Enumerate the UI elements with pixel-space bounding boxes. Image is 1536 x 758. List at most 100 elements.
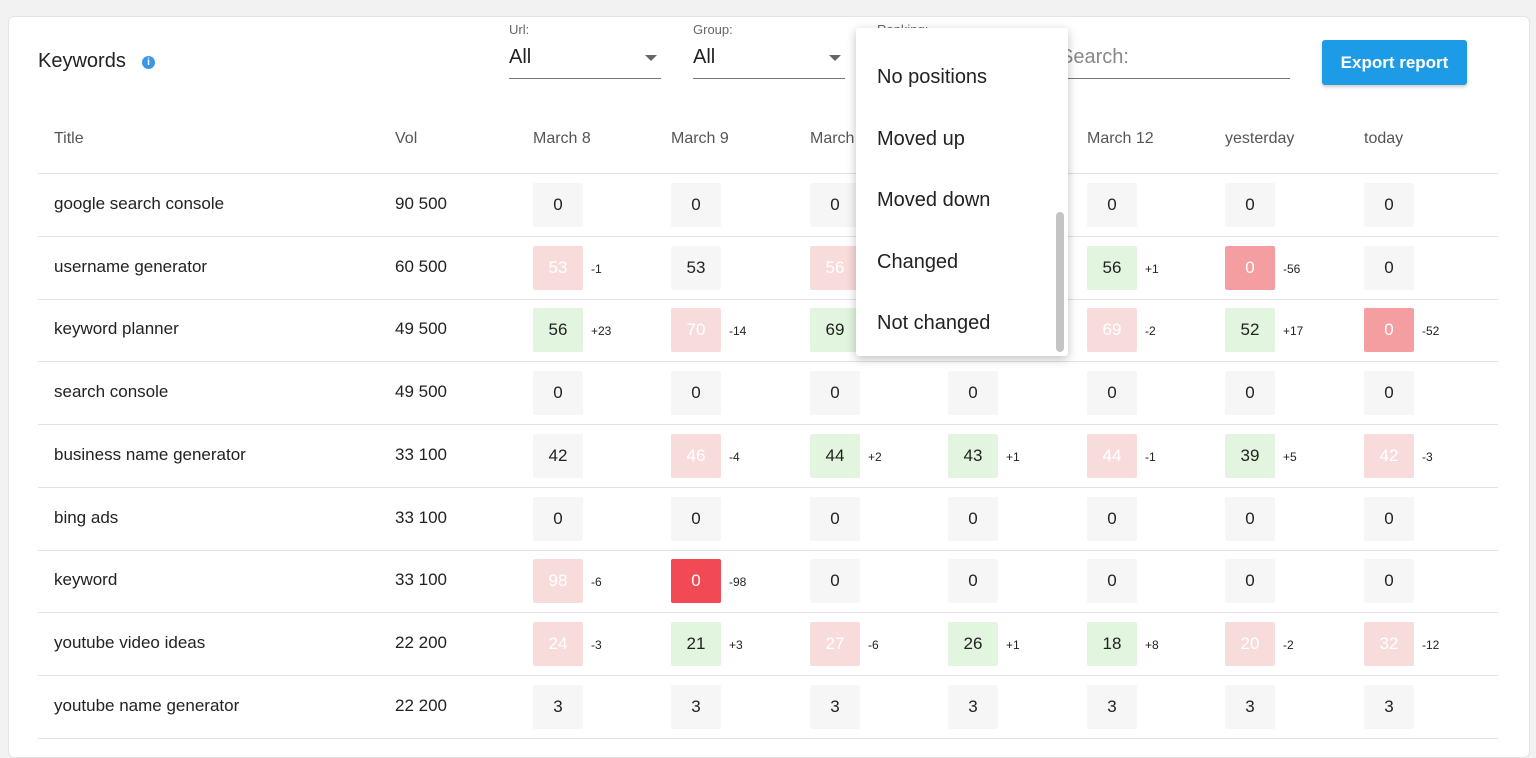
dropdown-option[interactable]: Moved down [877,189,991,211]
row-divider [38,737,1498,739]
keyword-title: keyword [54,570,118,590]
position-cell: 0 [810,183,860,227]
keyword-title: google search console [54,194,225,213]
position-change: +23 [591,324,612,339]
keyword-volume: 60 500 [395,256,447,276]
position-cell: 53 [671,245,721,290]
filter-value[interactable]: All [693,46,716,68]
dropdown-arrow [645,55,657,61]
position-cell: 0 [810,559,860,604]
position-change: +1 [1006,637,1020,652]
keyword-volume: 33 100 [395,507,447,527]
position-cell: 0 [1087,559,1137,604]
dropdown-option[interactable]: Changed [877,250,959,273]
position-cell: 27 [810,621,860,666]
keyword-volume: 49 500 [395,319,447,339]
row-divider [38,236,1498,237]
dropdown-option[interactable]: Not changed [877,312,991,334]
filter-underline [693,78,845,79]
keyword-volume: 90 500 [395,194,447,213]
position-cell: 42 [1364,433,1414,478]
filter-label: Group: [693,22,733,37]
page: Keywords i Url:AllGroup:AllRanking:Searc… [8,16,1530,758]
position-cell: 0 [671,371,721,416]
keyword-title: keyword planner [54,319,179,339]
position-cell: 0 [533,496,583,541]
position-change: -1 [1145,449,1156,464]
keyword-title: youtube name generator [54,695,240,715]
position-cell: 44 [1087,433,1137,478]
column-header: March 9 [671,130,729,147]
position-change: -3 [591,637,602,652]
position-cell: 53 [533,245,583,290]
keyword-title: youtube video ideas [54,632,206,652]
position-cell: 0 [1225,371,1275,416]
position-change: +17 [1283,324,1304,339]
position-change: -2 [1283,637,1294,652]
row-divider [38,298,1498,300]
column-header: Title [54,130,84,147]
position-cell: 0 [1364,308,1414,353]
position-cell: 3 [1087,684,1137,729]
position-change: -2 [1145,324,1156,339]
position-change: -6 [868,637,879,652]
position-cell: 3 [810,684,860,729]
position-cell: 24 [533,621,583,666]
position-cell: 21 [671,621,721,666]
position-change: -52 [1422,324,1440,339]
ranking-dropdown: No positions Moved up Moved down Changed Not… [856,28,1068,356]
keyword-volume: 22 200 [395,695,447,715]
keyword-title: bing ads [54,507,119,527]
position-cell: 0 [1364,371,1414,416]
keyword-title: username generator [54,256,208,276]
row-divider [38,674,1498,676]
position-cell: 56 [1087,245,1137,290]
info-icon[interactable]: i [142,56,155,69]
row-divider [38,173,1498,174]
position-cell: 0 [1364,496,1414,541]
dropdown-option[interactable]: No positions [877,66,988,88]
position-cell: 0 [1364,183,1414,227]
position-cell: 0 [1087,183,1137,227]
keywords-card [8,16,1530,758]
position-cell: 0 [1087,371,1137,416]
position-cell: 0 [810,371,860,416]
row-divider [38,424,1498,426]
search-underline [1060,78,1290,79]
keyword-title: search console [54,382,169,402]
position-cell: 18 [1087,621,1137,666]
position-change: -6 [591,575,602,590]
position-cell: 69 [1087,308,1137,353]
position-change: +8 [1145,637,1159,652]
keyword-volume: 22 200 [395,632,447,652]
position-cell: 39 [1225,433,1275,478]
position-cell: 0 [1087,496,1137,541]
export-button[interactable]: Export report [1322,40,1467,85]
column-header: Vol [395,130,418,147]
position-cell: 0 [671,496,721,541]
position-cell: 69 [810,308,860,353]
row-divider [38,612,1498,614]
position-cell: 56 [533,308,583,353]
filter-value[interactable]: All [509,46,532,68]
dropdown-option[interactable]: Moved up [877,127,965,150]
keyword-volume: 33 100 [395,570,447,590]
position-change: -14 [729,324,747,339]
position-change: -3 [1422,449,1433,464]
column-header: today [1364,130,1404,147]
position-cell: 70 [671,308,721,353]
keyword-volume: 33 100 [395,444,447,464]
position-cell: 0 [1364,245,1414,290]
position-cell: 0 [671,559,721,604]
position-change: -1 [591,261,602,276]
position-change: -4 [729,449,740,464]
position-cell: 0 [948,371,998,416]
position-cell: 0 [1225,496,1275,541]
column-header: March 8 [533,130,591,147]
position-cell: 0 [1364,559,1414,604]
position-cell: 0 [533,183,583,227]
position-change: +3 [729,637,743,652]
search-placeholder[interactable]: Search: [1060,46,1129,68]
position-cell: 3 [1364,684,1414,729]
position-cell: 3 [1225,684,1275,729]
